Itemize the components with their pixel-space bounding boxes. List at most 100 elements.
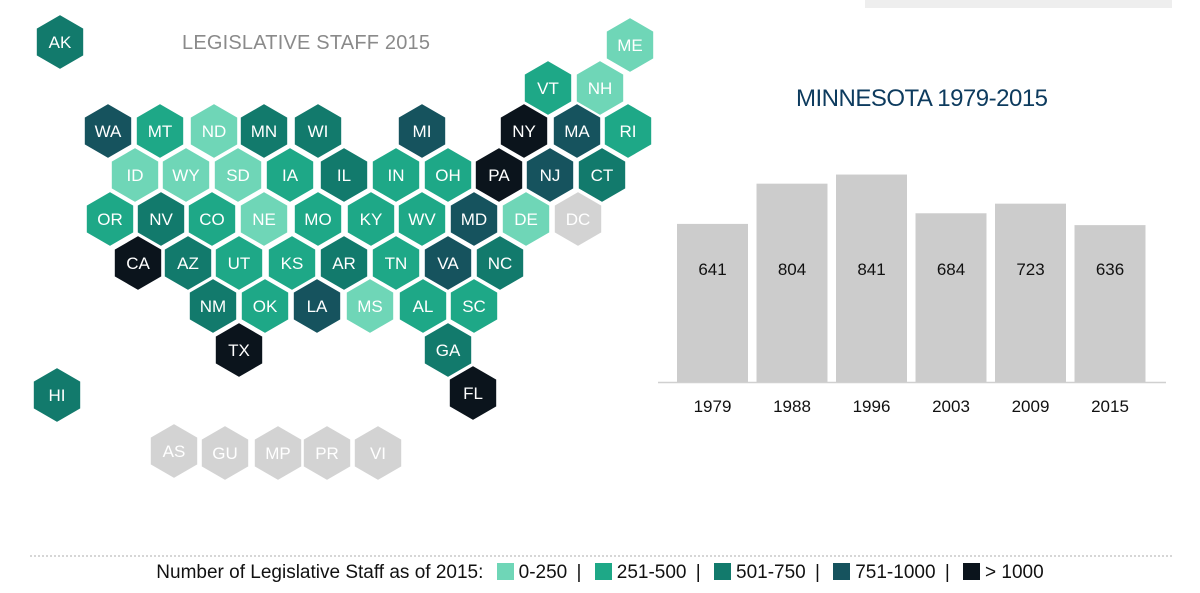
state-hex-shape[interactable] bbox=[238, 101, 290, 161]
state-hex-shape[interactable] bbox=[474, 233, 526, 293]
state-hex-ak[interactable]: AK bbox=[34, 12, 86, 72]
state-hex-shape[interactable] bbox=[448, 189, 500, 249]
state-hex-ks[interactable]: KS bbox=[266, 233, 318, 293]
state-hex-wv[interactable]: WV bbox=[396, 189, 448, 249]
state-hex-shape[interactable] bbox=[318, 233, 370, 293]
state-hex-shape[interactable] bbox=[352, 423, 404, 483]
state-hex-shape[interactable] bbox=[604, 15, 656, 75]
state-hex-shape[interactable] bbox=[370, 233, 422, 293]
state-hex-shape[interactable] bbox=[448, 276, 500, 336]
state-hex-oh[interactable]: OH bbox=[422, 145, 474, 205]
state-hex-shape[interactable] bbox=[266, 233, 318, 293]
state-hex-sd[interactable]: SD bbox=[212, 145, 264, 205]
state-hex-shape[interactable] bbox=[292, 189, 344, 249]
state-hex-tn[interactable]: TN bbox=[370, 233, 422, 293]
state-hex-or[interactable]: OR bbox=[84, 189, 136, 249]
bar-1988[interactable] bbox=[756, 183, 828, 382]
state-hex-shape[interactable] bbox=[473, 145, 525, 205]
state-hex-shape[interactable] bbox=[344, 276, 396, 336]
state-hex-shape[interactable] bbox=[396, 189, 448, 249]
state-hex-shape[interactable] bbox=[318, 145, 370, 205]
state-hex-shape[interactable] bbox=[422, 145, 474, 205]
state-hex-nv[interactable]: NV bbox=[135, 189, 187, 249]
state-hex-ri[interactable]: RI bbox=[602, 101, 654, 161]
state-hex-ma[interactable]: MA bbox=[551, 101, 603, 161]
state-hex-gu[interactable]: GU bbox=[199, 423, 251, 483]
state-hex-shape[interactable] bbox=[212, 145, 264, 205]
state-hex-shape[interactable] bbox=[213, 320, 265, 380]
state-hex-id[interactable]: ID bbox=[109, 145, 161, 205]
state-hex-shape[interactable] bbox=[186, 189, 238, 249]
state-hex-shape[interactable] bbox=[397, 276, 449, 336]
state-hex-shape[interactable] bbox=[109, 145, 161, 205]
state-hex-ar[interactable]: AR bbox=[318, 233, 370, 293]
bar-2009[interactable] bbox=[995, 203, 1066, 382]
bar-1979[interactable] bbox=[677, 223, 748, 382]
state-hex-shape[interactable] bbox=[199, 423, 251, 483]
state-hex-shape[interactable] bbox=[500, 189, 552, 249]
state-hex-shape[interactable] bbox=[34, 12, 86, 72]
state-hex-shape[interactable] bbox=[422, 320, 474, 380]
state-hex-mt[interactable]: MT bbox=[134, 101, 186, 161]
state-hex-vt[interactable]: VT bbox=[522, 58, 574, 118]
state-hex-shape[interactable] bbox=[238, 189, 290, 249]
state-hex-mn[interactable]: MN bbox=[238, 101, 290, 161]
state-hex-as[interactable]: AS bbox=[148, 421, 200, 481]
state-hex-shape[interactable] bbox=[447, 363, 499, 423]
state-hex-nj[interactable]: NJ bbox=[524, 145, 576, 205]
state-hex-md[interactable]: MD bbox=[448, 189, 500, 249]
state-hex-wi[interactable]: WI bbox=[292, 101, 344, 161]
state-hex-me[interactable]: ME bbox=[604, 15, 656, 75]
state-hex-la[interactable]: LA bbox=[291, 276, 343, 336]
state-hex-shape[interactable] bbox=[134, 101, 186, 161]
state-hex-shape[interactable] bbox=[188, 101, 240, 161]
state-hex-pa[interactable]: PA bbox=[473, 145, 525, 205]
state-hex-mi[interactable]: MI bbox=[396, 101, 448, 161]
state-hex-il[interactable]: IL bbox=[318, 145, 370, 205]
state-hex-ms[interactable]: MS bbox=[344, 276, 396, 336]
state-hex-ky[interactable]: KY bbox=[345, 189, 397, 249]
state-hex-nc[interactable]: NC bbox=[474, 233, 526, 293]
state-hex-shape[interactable] bbox=[396, 101, 448, 161]
state-hex-al[interactable]: AL bbox=[397, 276, 449, 336]
state-hex-va[interactable]: VA bbox=[422, 233, 474, 293]
state-hex-de[interactable]: DE bbox=[500, 189, 552, 249]
state-hex-mo[interactable]: MO bbox=[292, 189, 344, 249]
state-hex-sc[interactable]: SC bbox=[448, 276, 500, 336]
state-hex-shape[interactable] bbox=[552, 189, 604, 249]
state-hex-shape[interactable] bbox=[264, 145, 316, 205]
state-hex-ia[interactable]: IA bbox=[264, 145, 316, 205]
state-hex-shape[interactable] bbox=[370, 145, 422, 205]
state-hex-shape[interactable] bbox=[301, 423, 353, 483]
state-hex-shape[interactable] bbox=[576, 145, 628, 205]
state-hex-nm[interactable]: NM bbox=[187, 276, 239, 336]
state-hex-vi[interactable]: VI bbox=[352, 423, 404, 483]
state-hex-shape[interactable] bbox=[291, 276, 343, 336]
state-hex-shape[interactable] bbox=[213, 233, 265, 293]
state-hex-shape[interactable] bbox=[84, 189, 136, 249]
state-hex-ca[interactable]: CA bbox=[112, 233, 164, 293]
state-hex-shape[interactable] bbox=[498, 101, 550, 161]
state-hex-shape[interactable] bbox=[187, 276, 239, 336]
state-hex-ny[interactable]: NY bbox=[498, 101, 550, 161]
state-hex-dc[interactable]: DC bbox=[552, 189, 604, 249]
state-hex-nd[interactable]: ND bbox=[188, 101, 240, 161]
state-hex-hi[interactable]: HI bbox=[31, 365, 83, 425]
state-hex-ut[interactable]: UT bbox=[213, 233, 265, 293]
state-hex-shape[interactable] bbox=[148, 421, 200, 481]
state-hex-shape[interactable] bbox=[31, 365, 83, 425]
state-hex-fl[interactable]: FL bbox=[447, 363, 499, 423]
state-hex-shape[interactable] bbox=[602, 101, 654, 161]
bar-2003[interactable] bbox=[915, 213, 987, 382]
state-hex-shape[interactable] bbox=[162, 233, 214, 293]
state-hex-shape[interactable] bbox=[82, 101, 134, 161]
state-hex-wy[interactable]: WY bbox=[160, 145, 212, 205]
state-hex-shape[interactable] bbox=[422, 233, 474, 293]
state-hex-mp[interactable]: MP bbox=[252, 423, 304, 483]
state-hex-co[interactable]: CO bbox=[186, 189, 238, 249]
bar-1996[interactable] bbox=[836, 174, 907, 382]
state-hex-ct[interactable]: CT bbox=[576, 145, 628, 205]
state-hex-shape[interactable] bbox=[135, 189, 187, 249]
state-hex-pr[interactable]: PR bbox=[301, 423, 353, 483]
state-hex-wa[interactable]: WA bbox=[82, 101, 134, 161]
